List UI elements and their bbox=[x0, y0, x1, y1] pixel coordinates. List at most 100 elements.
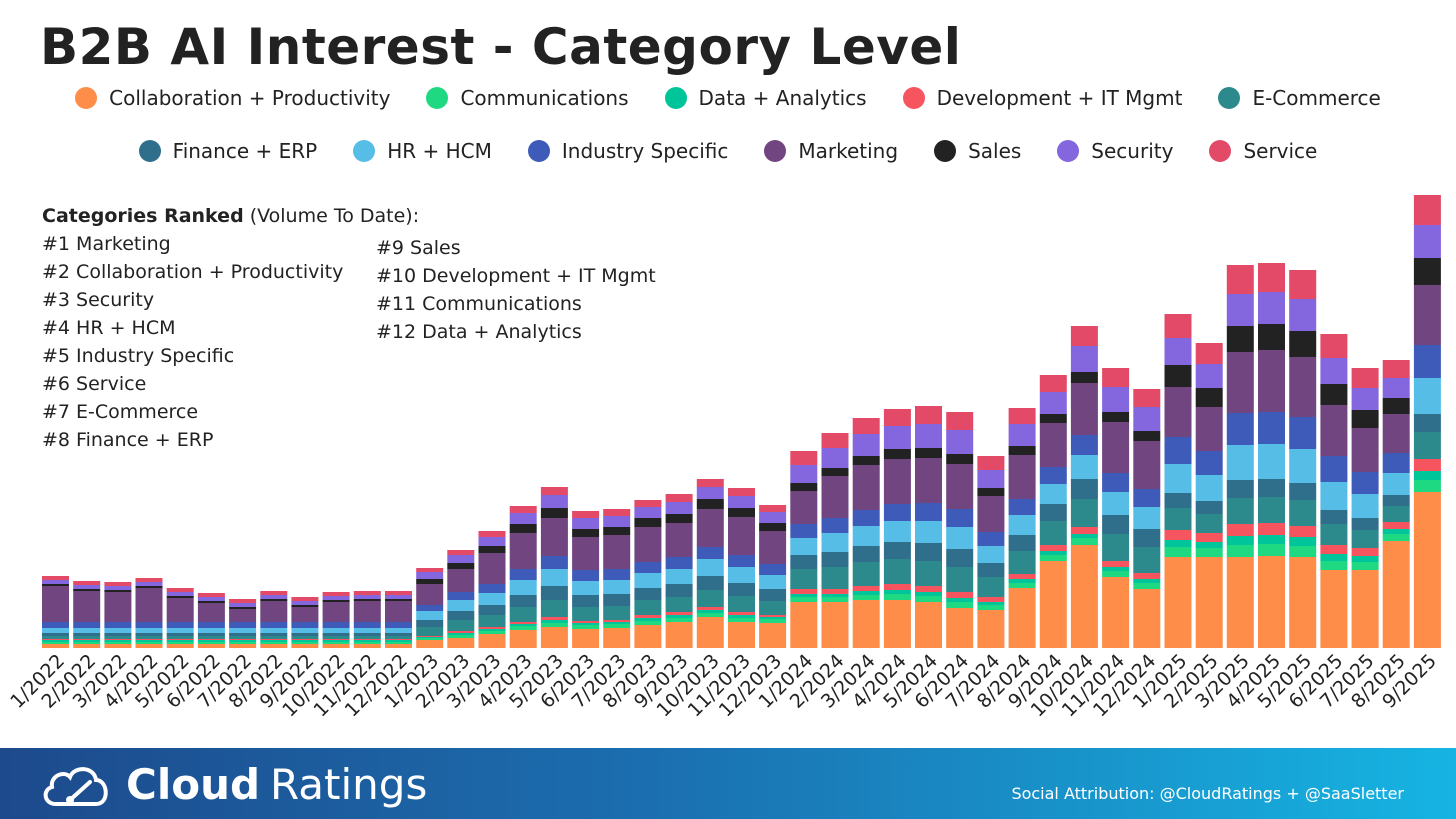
bar-segment bbox=[572, 537, 600, 570]
bar-segment bbox=[291, 607, 319, 622]
bar-segment bbox=[478, 615, 506, 627]
bar-segment bbox=[634, 588, 662, 600]
bar-segment bbox=[1382, 534, 1410, 541]
bar-segment bbox=[1258, 556, 1285, 648]
bar-segment bbox=[229, 603, 257, 607]
bar-segment bbox=[1413, 378, 1441, 414]
bar-segment bbox=[1413, 459, 1441, 471]
bar-segment bbox=[603, 620, 631, 622]
bar-segment bbox=[946, 598, 974, 602]
bar-segment bbox=[166, 622, 194, 628]
bar-segment bbox=[166, 592, 194, 596]
bar-segment bbox=[1382, 522, 1410, 529]
bar-segment bbox=[790, 451, 818, 465]
bar-segment bbox=[353, 633, 381, 636]
bar-segment bbox=[42, 644, 69, 648]
bar-segment bbox=[42, 586, 69, 622]
bar-segment bbox=[135, 636, 163, 639]
bar-segment bbox=[1226, 294, 1254, 326]
bar-segment bbox=[1102, 561, 1130, 567]
bar-segment bbox=[1351, 562, 1379, 570]
bar-segment bbox=[385, 591, 412, 595]
bar-segment bbox=[197, 633, 225, 636]
bar-segment bbox=[135, 582, 163, 586]
bar-segment bbox=[603, 569, 631, 580]
bar-segment bbox=[1164, 338, 1192, 365]
categories-ranked-list-col2: #9 Sales #10 Development + IT Mgmt #11 C… bbox=[376, 234, 656, 346]
bar-segment bbox=[447, 633, 475, 635]
bar-segment bbox=[852, 591, 880, 595]
bar-segment bbox=[291, 642, 319, 644]
bar-segment bbox=[883, 594, 911, 600]
bar-segment bbox=[1102, 387, 1130, 412]
bar-segment bbox=[509, 524, 537, 533]
bar-segment bbox=[1008, 446, 1036, 455]
bar-segment bbox=[572, 529, 600, 537]
bar-segment bbox=[1320, 482, 1348, 510]
bar-segment bbox=[104, 582, 132, 586]
bar-segment bbox=[166, 639, 194, 640]
legend-swatch bbox=[1218, 87, 1241, 109]
bar-segment bbox=[1164, 530, 1192, 540]
ranked-item: #3 Security bbox=[42, 289, 155, 311]
bar-segment bbox=[1039, 504, 1067, 521]
bar-segment bbox=[883, 426, 911, 449]
bar-segment bbox=[322, 640, 350, 642]
bar-segment bbox=[1195, 548, 1223, 557]
bar-segment bbox=[696, 559, 724, 576]
bar-segment bbox=[229, 642, 257, 644]
bar-segment bbox=[1133, 507, 1161, 529]
ranked-header-rest: (Volume To Date): bbox=[243, 205, 420, 227]
bar-segment bbox=[540, 487, 568, 495]
bar-segment bbox=[1320, 334, 1348, 358]
bar-segment bbox=[759, 615, 787, 617]
bar-segment bbox=[478, 537, 506, 546]
bar-segment bbox=[1039, 414, 1067, 423]
bar-segment bbox=[977, 470, 1005, 488]
bar-segment bbox=[73, 591, 101, 622]
bar-segment bbox=[540, 627, 568, 648]
bar-segment bbox=[1351, 518, 1379, 530]
bar-segment bbox=[385, 595, 412, 599]
legend-label: Industry Specific bbox=[561, 139, 729, 163]
bar-segment bbox=[977, 532, 1005, 546]
legend-item: Sales bbox=[934, 139, 1021, 163]
bar-segment bbox=[759, 523, 787, 531]
bar-segment bbox=[977, 488, 1005, 496]
bar-segment bbox=[1164, 314, 1192, 338]
bar-segment bbox=[696, 610, 724, 613]
bar-segment bbox=[572, 607, 600, 621]
bar-segment bbox=[759, 505, 787, 512]
bar-segment bbox=[1070, 455, 1098, 479]
bar-segment bbox=[385, 628, 412, 633]
bar-segment bbox=[603, 628, 631, 648]
bar-segment bbox=[478, 634, 506, 648]
bar-segment bbox=[42, 622, 69, 628]
ranked-item: #4 HR + HCM bbox=[42, 317, 176, 339]
bar-segment bbox=[291, 605, 319, 607]
bar-segment bbox=[1351, 410, 1379, 428]
bar-segment bbox=[260, 633, 288, 636]
bar-segment bbox=[1195, 388, 1223, 407]
bar-segment bbox=[540, 556, 568, 569]
bar-segment bbox=[229, 636, 257, 639]
bar-segment bbox=[42, 628, 69, 633]
bar-segment bbox=[852, 586, 880, 591]
bar-segment bbox=[883, 584, 911, 590]
legend-item: Finance + ERP bbox=[138, 139, 317, 163]
cloud-gauge-icon bbox=[43, 766, 108, 806]
bar-segment bbox=[977, 610, 1005, 648]
bar-segment bbox=[1133, 441, 1161, 489]
bar-segment bbox=[42, 642, 69, 644]
bar-segment bbox=[1289, 500, 1317, 526]
bar-segment bbox=[634, 527, 662, 562]
bar-segment bbox=[790, 491, 818, 524]
bar-segment bbox=[852, 434, 880, 456]
bar-segment bbox=[1351, 548, 1379, 556]
bar-segment bbox=[915, 424, 942, 448]
bar-segment bbox=[1039, 392, 1067, 414]
bar-segment bbox=[447, 611, 475, 620]
bar-segment bbox=[790, 524, 818, 538]
bar-segment bbox=[1133, 489, 1161, 507]
bar-segment bbox=[1226, 545, 1254, 557]
